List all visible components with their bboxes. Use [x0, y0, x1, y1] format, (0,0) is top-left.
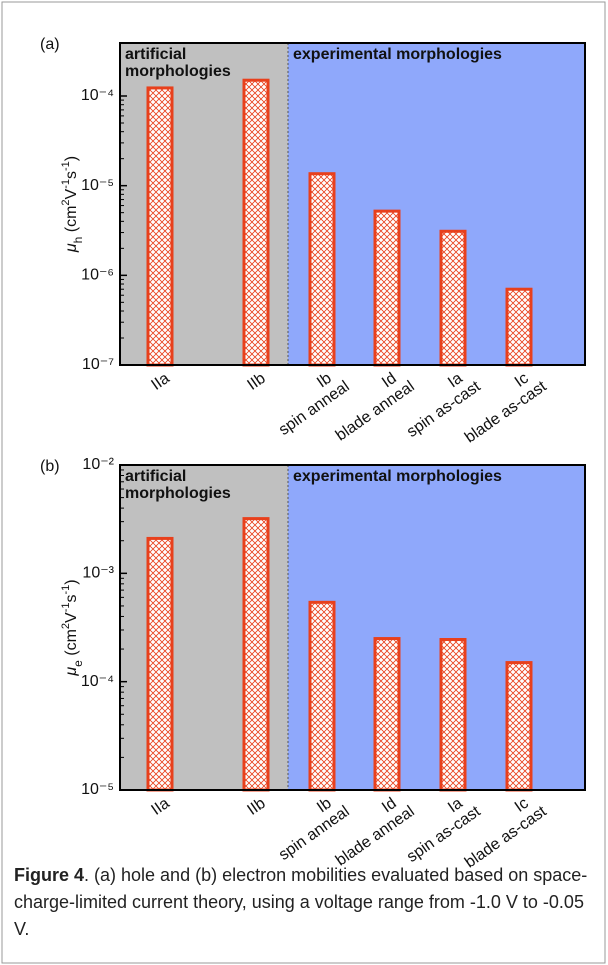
- y-axis-label: μe (cm2V-1s-1): [60, 579, 85, 676]
- y-label-part: 2: [60, 199, 72, 205]
- category-label: IIb: [244, 795, 268, 819]
- y-label-part: μ: [63, 243, 80, 253]
- category-label: IIa: [148, 370, 172, 394]
- y-label-part: V: [63, 188, 80, 199]
- bar: [505, 661, 533, 792]
- y-axis-label: μh (cm2V-1s-1): [60, 156, 85, 253]
- y-tick-label: 10⁻⁵: [81, 781, 114, 798]
- y-label-part: (cm: [63, 629, 80, 660]
- y-tick-label: 10⁻⁴: [81, 87, 114, 104]
- region: [288, 465, 585, 790]
- bar: [146, 86, 174, 367]
- y-tick-label: 10⁻⁷: [82, 356, 114, 373]
- bar: [308, 172, 336, 367]
- bar: [146, 536, 174, 792]
- x-tick-label: IIa: [148, 795, 172, 819]
- y-label-part: -1: [60, 585, 72, 595]
- y-label-part: μ: [63, 667, 80, 677]
- y-label-part: -1: [60, 179, 72, 189]
- bar: [439, 229, 467, 367]
- caption: Figure 4. (a) hole and (b) electron mobi…: [14, 862, 598, 943]
- y-label-part: s: [63, 171, 80, 179]
- y-tick-label: 10⁻²: [82, 456, 114, 473]
- region-label: morphologies: [125, 63, 231, 80]
- region-label: experimental morphologies: [293, 46, 502, 63]
- region-label: morphologies: [125, 485, 231, 502]
- bar: [505, 287, 533, 367]
- bar: [373, 637, 401, 792]
- category-label: IIa: [148, 795, 172, 819]
- x-tick-label: IIb: [244, 795, 268, 819]
- y-tick-label: 10⁻³: [82, 565, 114, 582]
- panel-label: (b): [40, 458, 60, 475]
- y-label-part: -1: [60, 161, 72, 171]
- plot-frame: [119, 464, 586, 791]
- region: [288, 43, 585, 365]
- y-label-part: (cm: [63, 206, 80, 237]
- y-label-part: -1: [60, 602, 72, 612]
- plot-frame: [119, 42, 586, 366]
- y-label-part: e: [71, 660, 85, 667]
- y-label-part: ): [63, 156, 80, 161]
- y-label-part: 2: [60, 623, 72, 629]
- region-label: artificial: [125, 46, 186, 63]
- bar: [308, 600, 336, 792]
- y-label-part: ): [63, 579, 80, 584]
- bar: [242, 78, 270, 367]
- y-tick-label: 10⁻⁶: [81, 267, 114, 284]
- bar: [373, 209, 401, 367]
- y-label-part: V: [63, 612, 80, 623]
- x-tick-label: IIb: [244, 370, 268, 394]
- region-label: artificial: [125, 468, 186, 485]
- caption-label: Figure 4: [14, 865, 85, 885]
- bar: [439, 638, 467, 792]
- y-label-part: s: [63, 594, 80, 602]
- y-tick-label: 10⁻⁵: [81, 177, 114, 194]
- bar: [242, 517, 270, 792]
- region-label: experimental morphologies: [293, 468, 502, 485]
- category-label: IIb: [244, 370, 268, 394]
- y-label-part: h: [71, 237, 85, 244]
- caption-text: . (a) hole and (b) electron mobilities e…: [14, 865, 588, 939]
- y-tick-label: 10⁻⁴: [81, 673, 114, 690]
- panel-label: (a): [40, 36, 60, 53]
- x-tick-label: IIa: [148, 370, 172, 394]
